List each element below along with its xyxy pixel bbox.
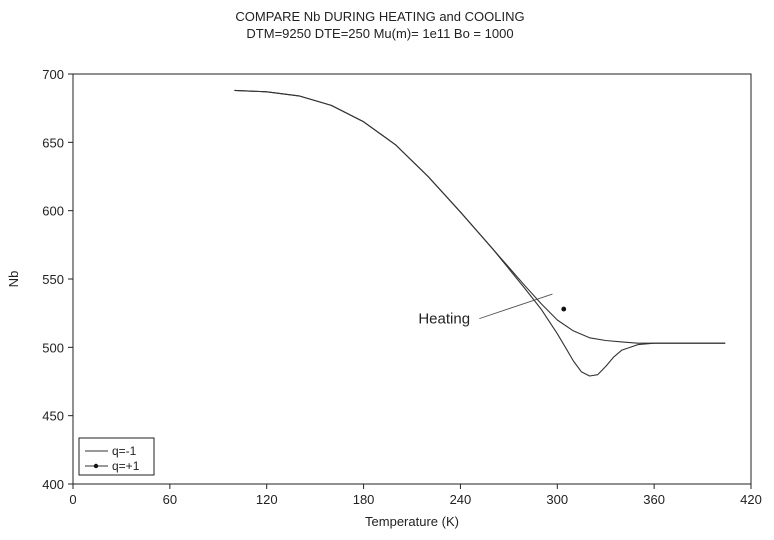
y-tick-label: 600	[42, 204, 64, 219]
x-tick-label: 180	[353, 492, 375, 507]
legend-label-q-plus-1: q=+1	[112, 459, 140, 473]
y-axis-label: Nb	[6, 271, 21, 288]
plot-frame	[72, 73, 752, 485]
chart-title: COMPARE Nb DURING HEATING and COOLING	[235, 9, 524, 24]
y-tick-label: 450	[42, 409, 64, 424]
annotation-leader-line	[479, 293, 553, 320]
x-tick-label: 300	[546, 492, 568, 507]
legend-box	[78, 437, 155, 476]
series-line-0	[234, 89, 726, 344]
annotation-heating-label: Heating	[418, 311, 470, 328]
y-tick-label: 400	[42, 477, 64, 492]
x-tick-label: 360	[643, 492, 665, 507]
x-tick-label: 60	[163, 492, 177, 507]
y-tick-label: 550	[42, 272, 64, 287]
x-axis-label: Temperature (K)	[365, 514, 459, 529]
x-tick-label: 0	[69, 492, 76, 507]
legend-marker-q-plus-1	[93, 463, 99, 469]
series-layer	[234, 89, 726, 377]
series-marker-1	[561, 306, 567, 312]
legend-label-q-minus-1: q=-1	[112, 444, 137, 458]
chart-subtitle: DTM=9250 DTE=250 Mu(m)= 1e11 Bo = 1000	[246, 26, 513, 41]
annotation-layer: Heating	[418, 293, 553, 328]
x-tick-label: 240	[450, 492, 472, 507]
x-tick-label: 420	[740, 492, 762, 507]
series-line-1	[234, 89, 726, 377]
x-tick-label: 120	[256, 492, 278, 507]
y-tick-label: 500	[42, 340, 64, 355]
x-axis: 0 60 120 180 240 300 360 420	[69, 484, 762, 507]
legend: q=-1 q=+1	[78, 437, 155, 476]
y-tick-label: 650	[42, 135, 64, 150]
y-tick-label: 700	[42, 67, 64, 82]
y-axis: 400 450 500 550 600 650 700	[42, 67, 73, 492]
